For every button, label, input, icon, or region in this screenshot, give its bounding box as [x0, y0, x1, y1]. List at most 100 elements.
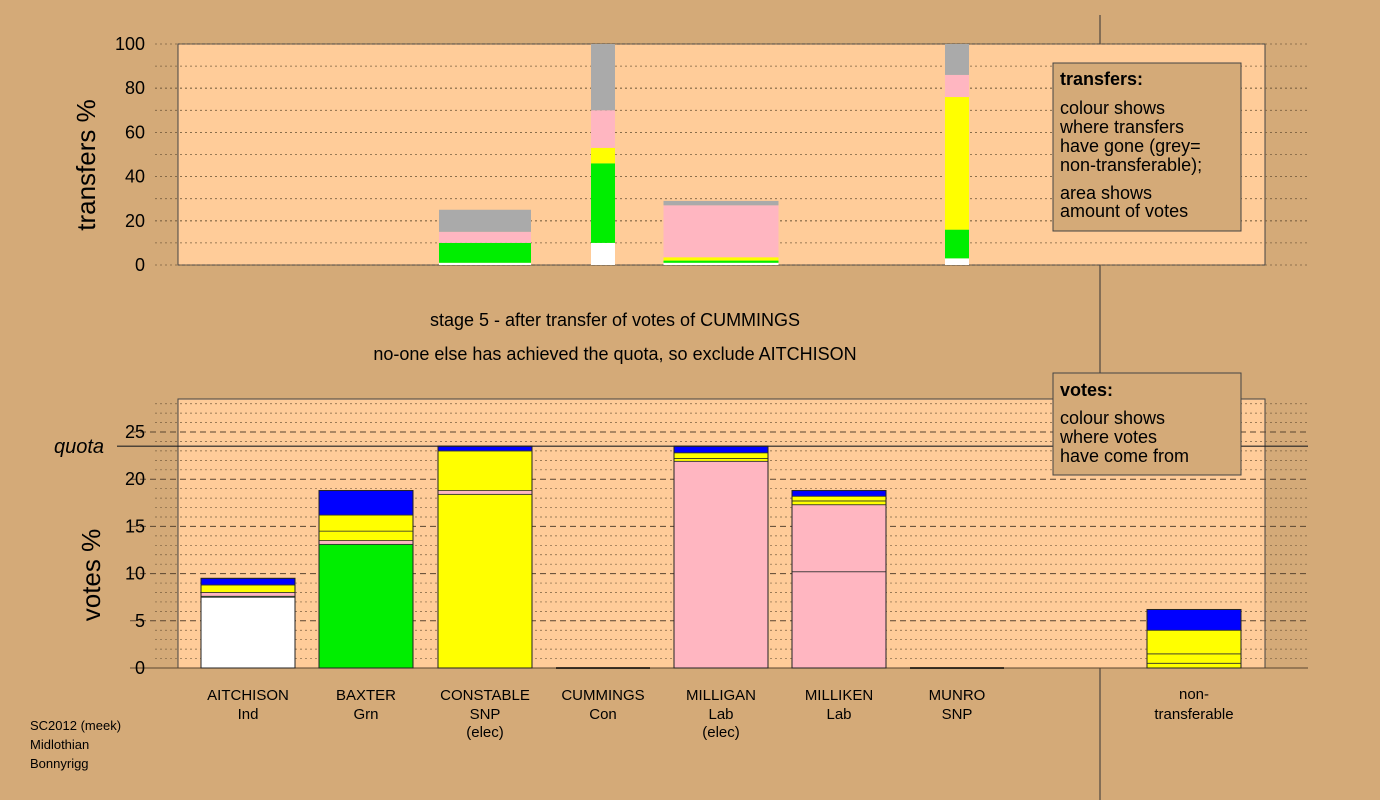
transfer-segment — [663, 262, 779, 265]
candidate-party: Lab — [708, 706, 733, 723]
transfer-segment — [591, 110, 615, 148]
transfer-segment — [663, 200, 779, 206]
footer-line: Bonnyrigg — [30, 756, 89, 771]
footer-line: Midlothian — [30, 737, 89, 752]
y-tick-label: 40 — [125, 167, 145, 187]
votes-key: votes: colour shows where votes have com… — [1052, 372, 1242, 476]
stage-message-line2: no-one else has achieved the quota, so e… — [373, 344, 856, 364]
vote-segment — [437, 450, 533, 491]
candidate-party: Lab — [826, 706, 851, 723]
transfers-key-box — [1052, 62, 1242, 232]
transfers-y-axis-title: transfers % — [71, 99, 101, 231]
candidate-name: MUNRO — [929, 687, 986, 704]
transfers-key-line: have gone (grey= — [1060, 136, 1201, 156]
votes-bars — [200, 445, 1242, 669]
vote-segment — [791, 500, 887, 506]
vote-segment — [1146, 609, 1242, 631]
vote-segment — [791, 571, 887, 669]
transfer-segment — [591, 242, 615, 265]
candidate-name: AITCHISON — [207, 687, 289, 704]
vote-segment — [318, 530, 414, 541]
vote-segment — [1146, 653, 1242, 664]
y-tick-label: 10 — [125, 564, 145, 584]
transfer-segment — [945, 74, 969, 98]
footer: SC2012 (meek) Midlothian Bonnyrigg — [30, 718, 121, 771]
transfers-key-line: non-transferable); — [1060, 155, 1202, 175]
y-tick-label: 25 — [125, 422, 145, 442]
transfer-segment — [591, 147, 615, 164]
votes-y-axis-title: votes % — [76, 529, 106, 622]
votes-y-ticks: 0 5 10 15 20 25 — [125, 422, 145, 678]
y-tick-label: 20 — [125, 211, 145, 231]
candidate-party: Grn — [353, 706, 378, 723]
vote-segment — [791, 490, 887, 497]
vote-segment — [200, 577, 296, 586]
transfer-segment — [663, 260, 779, 263]
vote-segment — [673, 460, 769, 669]
transfer-segment — [439, 209, 531, 232]
vote-segment — [437, 490, 533, 495]
nontransferable-label: transferable — [1154, 706, 1233, 723]
vote-segment — [673, 452, 769, 459]
vote-bar-outline — [318, 490, 414, 669]
transfer-segment — [439, 262, 531, 265]
candidate-name: CUMMINGS — [561, 687, 644, 704]
candidate-name: BAXTER — [336, 687, 396, 704]
y-tick-label: 15 — [125, 516, 145, 536]
vote-segment — [673, 458, 769, 462]
transfers-key-line: colour shows — [1060, 98, 1165, 118]
vote-segment — [437, 445, 533, 452]
vote-segment — [200, 584, 296, 593]
nontransferable-label: non- — [1179, 686, 1209, 703]
candidate-party: Ind — [238, 706, 259, 723]
votes-key-title: votes: — [1060, 380, 1113, 400]
votes-key-line: colour shows — [1060, 408, 1165, 428]
y-tick-label: 0 — [135, 658, 145, 678]
candidate-name: CONSTABLE — [440, 687, 530, 704]
votes-chart: 0 5 10 15 20 25 quota votes % — [54, 398, 1308, 678]
transfers-y-ticks: 0 20 40 60 80 100 — [115, 34, 145, 275]
vote-bar-outline — [1146, 608, 1242, 669]
transfers-key: transfers: colour shows where transfers … — [1052, 62, 1242, 232]
vote-segment — [318, 514, 414, 532]
y-tick-label: 80 — [125, 78, 145, 98]
transfer-segment — [591, 44, 615, 111]
transfer-segment — [439, 231, 531, 243]
transfers-key-line: amount of votes — [1060, 201, 1188, 221]
candidate-party: Con — [589, 706, 617, 723]
candidate-name: MILLIGAN — [686, 687, 756, 704]
vote-segment — [673, 445, 769, 454]
y-tick-label: 100 — [115, 34, 145, 54]
vote-segment — [1146, 662, 1242, 669]
transfer-segment — [439, 242, 531, 263]
candidate-note: (elec) — [702, 724, 740, 741]
transfer-segment — [945, 97, 969, 230]
footer-line: SC2012 (meek) — [30, 718, 121, 733]
candidate-labels: AITCHISON Ind BAXTER Grn CONSTABLE SNP (… — [207, 686, 1233, 741]
transfers-key-title: transfers: — [1060, 69, 1143, 89]
stage-message-line1: stage 5 - after transfer of votes of CUM… — [430, 310, 800, 330]
transfers-key-line: area shows — [1060, 183, 1152, 203]
quota-label: quota — [54, 436, 104, 458]
candidate-party: SNP — [470, 706, 501, 723]
candidate-note: (elec) — [466, 724, 504, 741]
vote-segment — [791, 495, 887, 502]
vote-segment — [318, 540, 414, 545]
y-tick-label: 20 — [125, 469, 145, 489]
transfers-bars — [439, 44, 969, 265]
vote-bar-outline — [791, 490, 887, 669]
vote-bar-outline — [200, 577, 296, 669]
candidate-name: MILLIKEN — [805, 687, 873, 704]
vote-segment — [437, 493, 533, 669]
votes-key-line: have come from — [1060, 446, 1189, 466]
vote-segment — [791, 504, 887, 573]
transfer-segment — [945, 44, 969, 75]
transfer-segment — [591, 163, 615, 243]
y-tick-label: 0 — [135, 255, 145, 275]
transfer-segment — [945, 258, 969, 265]
vote-segment — [200, 596, 296, 669]
votes-key-box — [1052, 372, 1242, 476]
transfer-segment — [663, 205, 779, 258]
vote-segment — [1146, 629, 1242, 655]
